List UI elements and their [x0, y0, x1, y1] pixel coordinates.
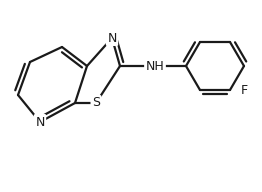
- Text: F: F: [241, 84, 248, 97]
- Text: N: N: [35, 116, 45, 128]
- Text: NH: NH: [146, 60, 164, 73]
- Text: S: S: [92, 97, 100, 109]
- Text: N: N: [107, 31, 117, 45]
